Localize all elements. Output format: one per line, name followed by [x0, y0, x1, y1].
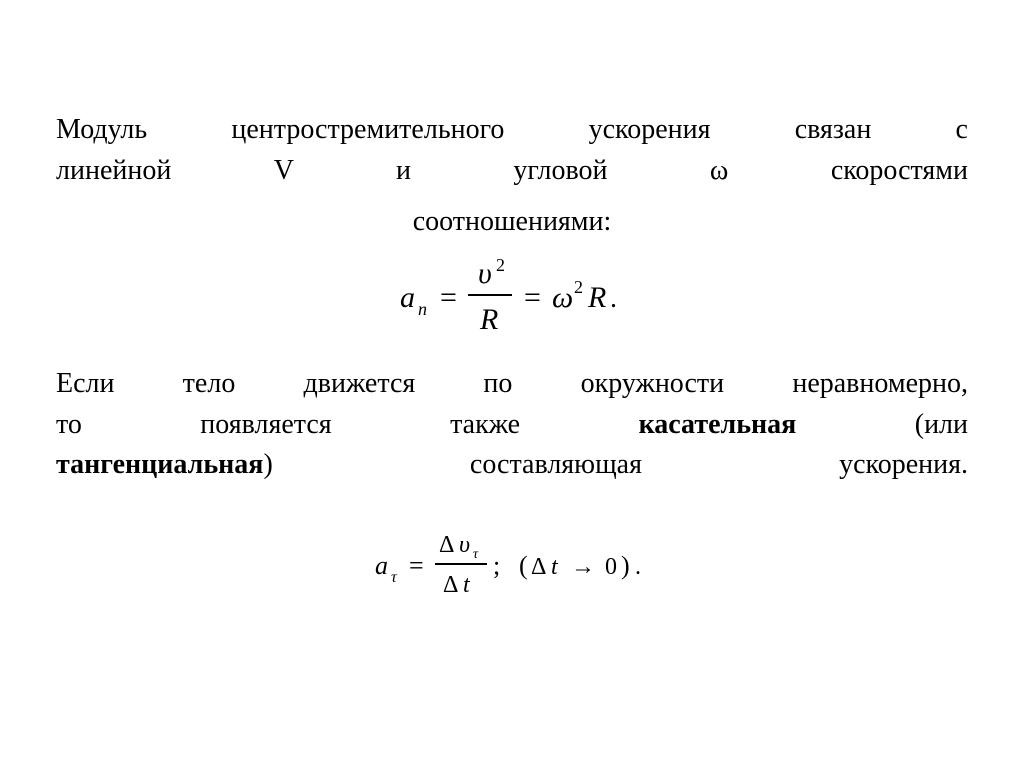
relation-label: соотношениями:	[56, 201, 968, 243]
f2-den-delta: Δ	[443, 572, 458, 598]
f1-eq1: =	[440, 281, 457, 314]
p2b-pre: то появляется также	[56, 409, 639, 440]
f1-num-exp: 2	[496, 255, 505, 275]
f1-rhs-mul: R	[587, 281, 606, 314]
paragraph-2-line-3: тангенциальная) составляющая ускорения.	[56, 445, 968, 486]
f2-semi: ;	[493, 551, 500, 580]
p2b-post: (или	[796, 409, 968, 440]
f1-rhs-var: ω	[552, 281, 573, 314]
paragraph-2-line-2: то появляется также касательная (или	[56, 405, 968, 446]
page-content: Модуль центростремительного ускорения св…	[0, 0, 1024, 615]
formula-centripetal: a n = υ 2 R = ω 2 R .	[56, 247, 968, 348]
f2-num-var: υ	[459, 532, 470, 558]
f2-zero: 0	[605, 554, 617, 580]
f1-num-var: υ	[478, 257, 492, 290]
paragraph-2-line-1: Если тело движется по окружности неравно…	[56, 364, 968, 405]
f1-lhs-var: a	[400, 281, 415, 314]
f2-lim-delta: Δ	[531, 554, 546, 580]
f1-den: R	[479, 303, 498, 336]
f1-dot: .	[610, 283, 617, 314]
p2c-rest: ) составляющая ускорения.	[263, 449, 968, 480]
f2-eq: =	[409, 551, 424, 580]
f2-num-sub: τ	[473, 547, 479, 562]
f1-rhs-exp: 2	[574, 277, 583, 297]
f2-paren-l: (	[519, 551, 528, 580]
f2-den-var: t	[463, 572, 471, 598]
f2-lhs-var: a	[375, 551, 388, 580]
p2c-bold: тангенциальная	[56, 449, 263, 480]
formula-tangential: a τ = Δ υ τ Δ t ; ( Δ t → 0 ) .	[56, 520, 968, 615]
f2-arrow: →	[571, 554, 595, 580]
f2-lim-var: t	[551, 554, 559, 580]
p2b-bold: касательная	[639, 409, 797, 440]
f1-lhs-sub: n	[418, 299, 427, 319]
paragraph-1-line-1: Модуль центростремительного ускорения св…	[56, 110, 968, 151]
f2-num-delta: Δ	[439, 532, 454, 558]
f2-paren-r: )	[621, 551, 630, 580]
f1-eq2: =	[524, 281, 541, 314]
paragraph-1-line-2: линейной V и угловой ω скоростями	[56, 151, 968, 192]
f2-dot: .	[635, 554, 641, 580]
f2-lhs-sub: τ	[391, 569, 398, 586]
